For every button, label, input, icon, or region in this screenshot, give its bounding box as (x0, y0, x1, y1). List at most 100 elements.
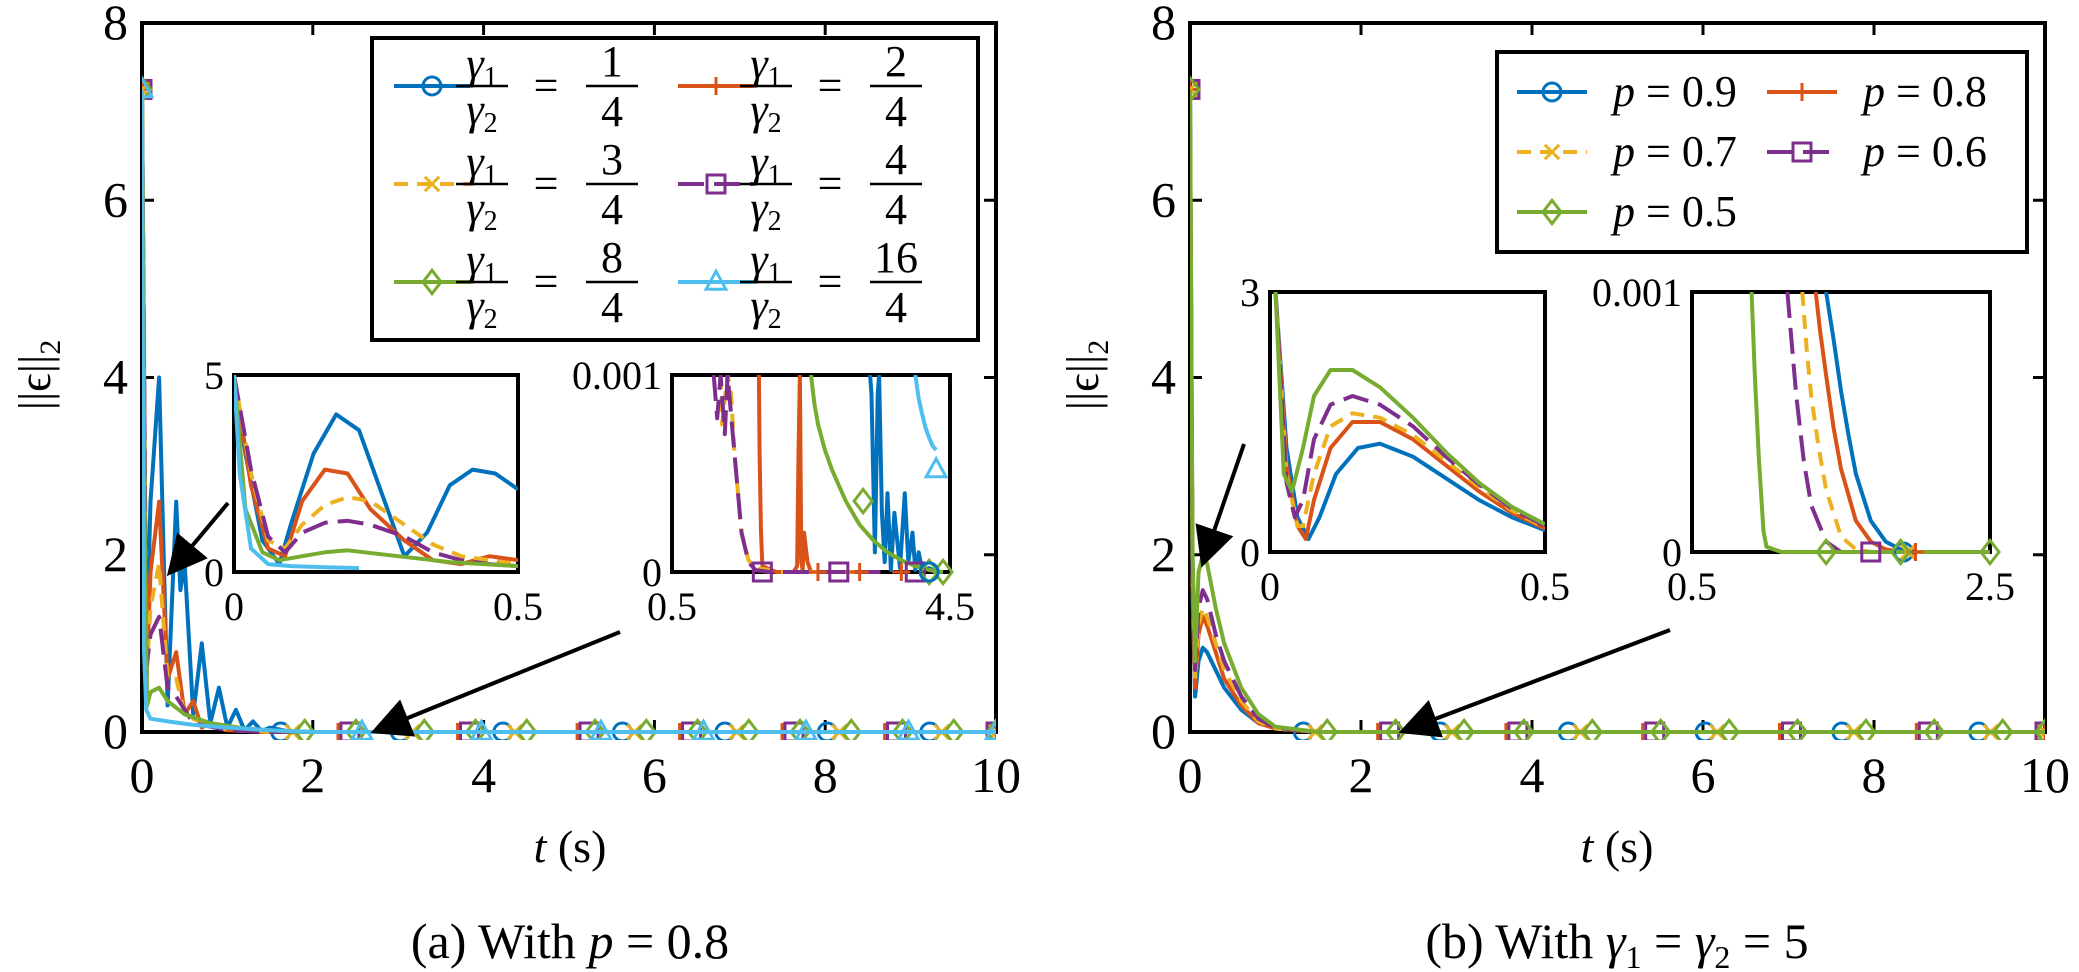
legend-marker (1541, 197, 1563, 227)
inset-series-line (234, 375, 518, 569)
y-tick-label: 8 (103, 0, 128, 50)
series-marker (142, 75, 155, 99)
inset-series-line (234, 375, 360, 571)
series-marker (1923, 717, 1946, 740)
inset-marker (751, 561, 773, 583)
legend-label: p = 0.7 (1610, 127, 1737, 176)
zoom-arrow (1398, 628, 1671, 738)
series-marker (1190, 75, 1201, 104)
inset-series-line (1273, 292, 1545, 530)
series-marker (515, 717, 538, 740)
legend-frac-den: γ2 (466, 183, 497, 237)
legend-equals: = (534, 159, 559, 208)
series-marker (896, 718, 921, 740)
legend-value-num: 16 (874, 233, 918, 282)
y-tick-label: 0 (103, 703, 128, 759)
legend-label: p = 0.9 (1610, 67, 1737, 116)
x-axis-label: t (s) (1581, 821, 1654, 872)
inset-marker (918, 557, 941, 587)
legend-marker (421, 75, 443, 97)
inset-y-tick-label: 5 (204, 353, 224, 398)
legend-equals: = (818, 257, 843, 306)
inset-series-line (711, 375, 881, 574)
inset-2: 0.5 4.5 0 0.001 (572, 353, 975, 629)
series-marker (464, 717, 487, 740)
series-group (1190, 75, 2045, 740)
series-marker (413, 717, 436, 740)
x-axis-label: t (s) (534, 821, 607, 872)
legend-entry: p = 0.7 (1517, 127, 1737, 176)
inset-1: 0 0.5 0 3 (1240, 270, 1570, 609)
x-tick-label: 8 (1862, 747, 1887, 803)
x-tick-label: 6 (1691, 747, 1716, 803)
series-marker (2034, 717, 2045, 740)
inset-series-line (756, 375, 881, 574)
inset-marker (923, 455, 949, 479)
inset-marker (1815, 537, 1837, 567)
legend-value-den: 4 (885, 87, 907, 136)
series-marker (1991, 717, 2014, 740)
series-marker (789, 717, 811, 740)
legend-label: p = 0.8 (1860, 67, 1987, 116)
series-marker (1718, 717, 1740, 740)
x-tick-label: 0 (1178, 747, 1203, 803)
inset-y-tick-label: 0 (1240, 530, 1260, 575)
series-marker (142, 75, 153, 104)
y-tick-label: 6 (1151, 171, 1176, 227)
zoom-arrow (166, 501, 230, 577)
y-tick-label: 0 (1151, 703, 1176, 759)
legend-frac-den: γ2 (466, 85, 497, 139)
inset-marker (918, 561, 940, 583)
inset-series-line (1273, 292, 1545, 527)
series-marker (345, 717, 367, 740)
inset-y-tick-label: 0 (204, 550, 224, 595)
inset-y-tick-label: 0 (642, 550, 662, 595)
legend-label: p = 0.5 (1610, 187, 1737, 236)
inset-marker (892, 563, 911, 581)
y-axis-label: ||ϵ||2 (1057, 340, 1115, 410)
inset-series-line (234, 375, 518, 569)
inset-y-tick-label: 0 (1662, 530, 1682, 575)
inset-x-tick-label: 0.5 (493, 584, 543, 629)
legend-value-num: 1 (601, 37, 623, 86)
series-marker (942, 717, 965, 740)
legend-marker (1541, 81, 1563, 103)
series-marker (584, 717, 606, 740)
series-marker (293, 717, 316, 740)
series-marker (1453, 717, 1475, 740)
inset-x-tick-label: 0 (1260, 564, 1280, 609)
legend-value-num: 4 (885, 135, 907, 184)
series-line (142, 89, 996, 734)
x-tick-label: 2 (300, 747, 325, 803)
legend-value-num: 8 (601, 233, 623, 282)
legend-frac-den: γ2 (750, 85, 781, 139)
legend-value-den: 4 (885, 283, 907, 332)
legend-marker (1793, 83, 1811, 101)
y-axis-label: ||ϵ||2 (9, 340, 67, 410)
inset-2: 0.5 2.5 0 0.001 (1592, 270, 2015, 609)
legend-frac-den: γ2 (466, 281, 497, 335)
series-marker (1786, 717, 1809, 740)
inset-x-tick-label: 0.5 (1520, 564, 1570, 609)
inset-series-group (1273, 292, 1545, 541)
inset-y-tick-label: 0.001 (572, 353, 662, 398)
inset-x-tick-label: 4.5 (925, 584, 975, 629)
legend-label: p = 0.6 (1860, 127, 1987, 176)
legend-frac-den: γ2 (750, 183, 781, 237)
series-line (1190, 89, 2045, 734)
legend-entry: p = 0.5 (1517, 187, 1737, 236)
legend-box (1495, 50, 2029, 254)
zoom-arrow (1195, 443, 1246, 568)
legend-equals: = (534, 61, 559, 110)
inset-series-line (234, 375, 518, 567)
panel-caption: (a) With p = 0.8 (411, 913, 729, 969)
legend-entry: p = 0.6 (1767, 127, 1987, 176)
y-tick-label: 6 (103, 171, 128, 227)
inset-1: 0 0.5 0 5 (204, 353, 543, 629)
panel-b: 0 2 4 6 8 0 2 4 6 8 10 t (s) ||ϵ||2 (b) With γ1 = γ2 … (1057, 0, 2070, 972)
